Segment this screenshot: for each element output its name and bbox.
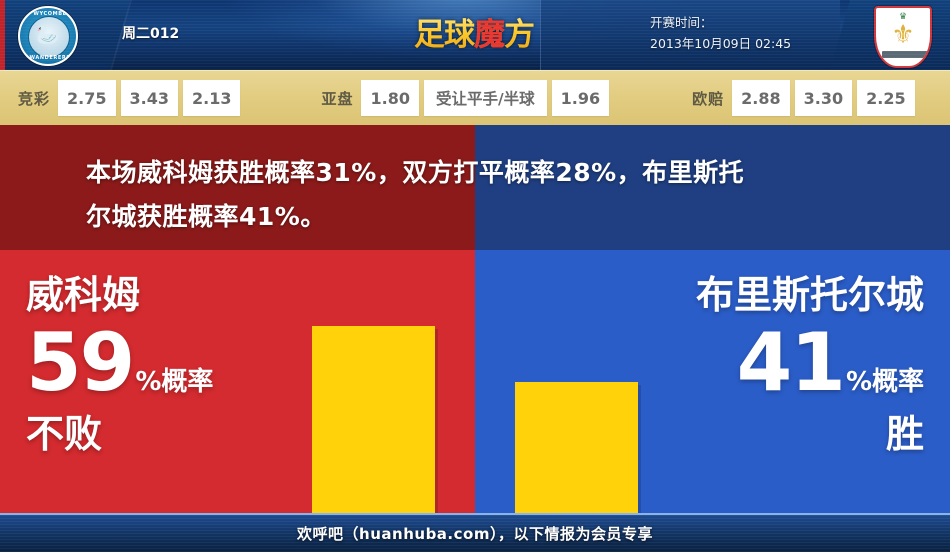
summary-text: 本场威科姆获胜概率31%，双方打平概率28%，布里斯托 尔城获胜概率41%。	[86, 151, 876, 239]
bar-home	[312, 326, 435, 513]
odds-cell[interactable]: 2.13	[182, 80, 241, 116]
away-outcome-label: 胜	[885, 412, 924, 456]
brand-logo-text: 足球魔方	[404, 12, 544, 58]
bar-away	[515, 382, 638, 513]
crest-top-ornament-icon: ♛	[898, 12, 908, 22]
coat-of-arms-icon: ⚜	[891, 19, 915, 50]
home-percent-value: 59	[26, 316, 135, 409]
bristol-city-crest-icon: ♛ ⚜	[874, 6, 932, 68]
kickoff-time-block: 开赛时间： 2013年10月09日 02:45	[650, 12, 850, 54]
home-outcome-label: 不败	[26, 412, 103, 456]
odds-cell[interactable]: 1.80	[361, 80, 419, 116]
crest-top-text: WYCOMBE	[33, 11, 67, 17]
odds-cell[interactable]: 1.96	[551, 80, 610, 116]
summary-line-1: 本场威科姆获胜概率31%，双方打平概率28%，布里斯托	[86, 158, 745, 187]
odds-group-jingcai: 竞彩 2.75 3.43 2.13	[18, 80, 245, 116]
brand-accent-char: 魔	[474, 17, 505, 53]
probability-chart: 威科姆 59 %概率 不败 布里斯托尔城 41 %概率 胜	[0, 250, 950, 513]
away-percent-row: 41 %概率	[696, 320, 924, 406]
match-number: 周二012	[122, 26, 180, 42]
odds-cell[interactable]: 2.88	[732, 80, 790, 116]
away-team-name: 布里斯托尔城	[695, 273, 924, 317]
home-percent-row: 59 %概率	[26, 320, 213, 406]
odds-bar: 竞彩 2.75 3.43 2.13 亚盘 1.80 受让平手/半球 1.96 欧…	[0, 70, 950, 125]
brand-part-2: 方	[504, 17, 534, 53]
header-red-accent	[0, 0, 5, 70]
brand-logo: 足球魔方	[404, 12, 544, 58]
wycombe-wanderers-crest-icon: WYCOMBE 🦢 WANDERERS	[18, 6, 78, 66]
footer-bar: 欢呼吧（huanhuba.com），以下情报为会员专享	[0, 513, 950, 552]
header-right-panel	[540, 0, 840, 70]
odds-group-oupei: 欧赔 2.88 3.30 2.25	[692, 80, 919, 116]
away-percent-value: 41	[736, 316, 846, 409]
footer-promo-text: 欢呼吧（huanhuba.com），以下情报为会员专享	[297, 525, 653, 543]
away-stats: 布里斯托尔城 41 %概率 胜	[696, 272, 924, 458]
home-percent-suffix: %概率	[135, 367, 214, 397]
brand-part-1: 足球	[414, 17, 474, 53]
summary-banner: 本场威科姆获胜概率31%，双方打平概率28%，布里斯托 尔城获胜概率41%。	[0, 125, 950, 250]
odds-cell[interactable]: 2.25	[857, 80, 915, 116]
odds-cell[interactable]: 3.43	[120, 80, 178, 116]
odds-group-label: 欧赔	[692, 89, 725, 108]
banner-right-half	[475, 125, 950, 250]
home-team-name: 威科姆	[26, 273, 141, 317]
crest-inner-disc	[28, 16, 70, 58]
crest-bottom-text: WANDERERS	[29, 55, 71, 61]
odds-cell[interactable]: 3.30	[794, 80, 853, 116]
odds-cell[interactable]: 2.75	[58, 80, 116, 116]
home-team-badge: WYCOMBE 🦢 WANDERERS	[18, 6, 78, 66]
away-percent-suffix: %概率	[845, 367, 924, 397]
home-stats: 威科姆 59 %概率 不败	[26, 272, 213, 458]
summary-line-2: 尔城获胜概率41%。	[86, 202, 326, 231]
crest-scroll-band	[882, 51, 928, 58]
swan-icon: 🦢	[36, 24, 60, 47]
odds-group-yapan: 亚盘 1.80 受让平手/半球 1.96	[321, 80, 614, 116]
odds-group-label: 亚盘	[321, 89, 354, 108]
match-header: WYCOMBE 🦢 WANDERERS 周二012 足球魔方 开赛时间： 201…	[0, 0, 950, 70]
odds-handicap-cell[interactable]: 受让平手/半球	[423, 80, 547, 116]
kickoff-value: 2013年10月09日 02:45	[650, 36, 792, 51]
away-team-badge: ♛ ⚜	[874, 6, 932, 68]
banner-left-half	[0, 125, 475, 250]
kickoff-label: 开赛时间：	[650, 15, 713, 30]
odds-group-label: 竞彩	[18, 89, 51, 108]
